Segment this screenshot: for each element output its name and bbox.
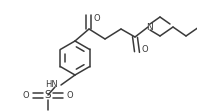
- Text: O: O: [22, 90, 29, 99]
- Text: O: O: [142, 44, 149, 54]
- Text: O: O: [94, 14, 101, 23]
- Text: O: O: [67, 90, 74, 99]
- Text: N: N: [147, 23, 153, 31]
- Text: HN: HN: [45, 80, 58, 88]
- Text: S: S: [45, 90, 51, 100]
